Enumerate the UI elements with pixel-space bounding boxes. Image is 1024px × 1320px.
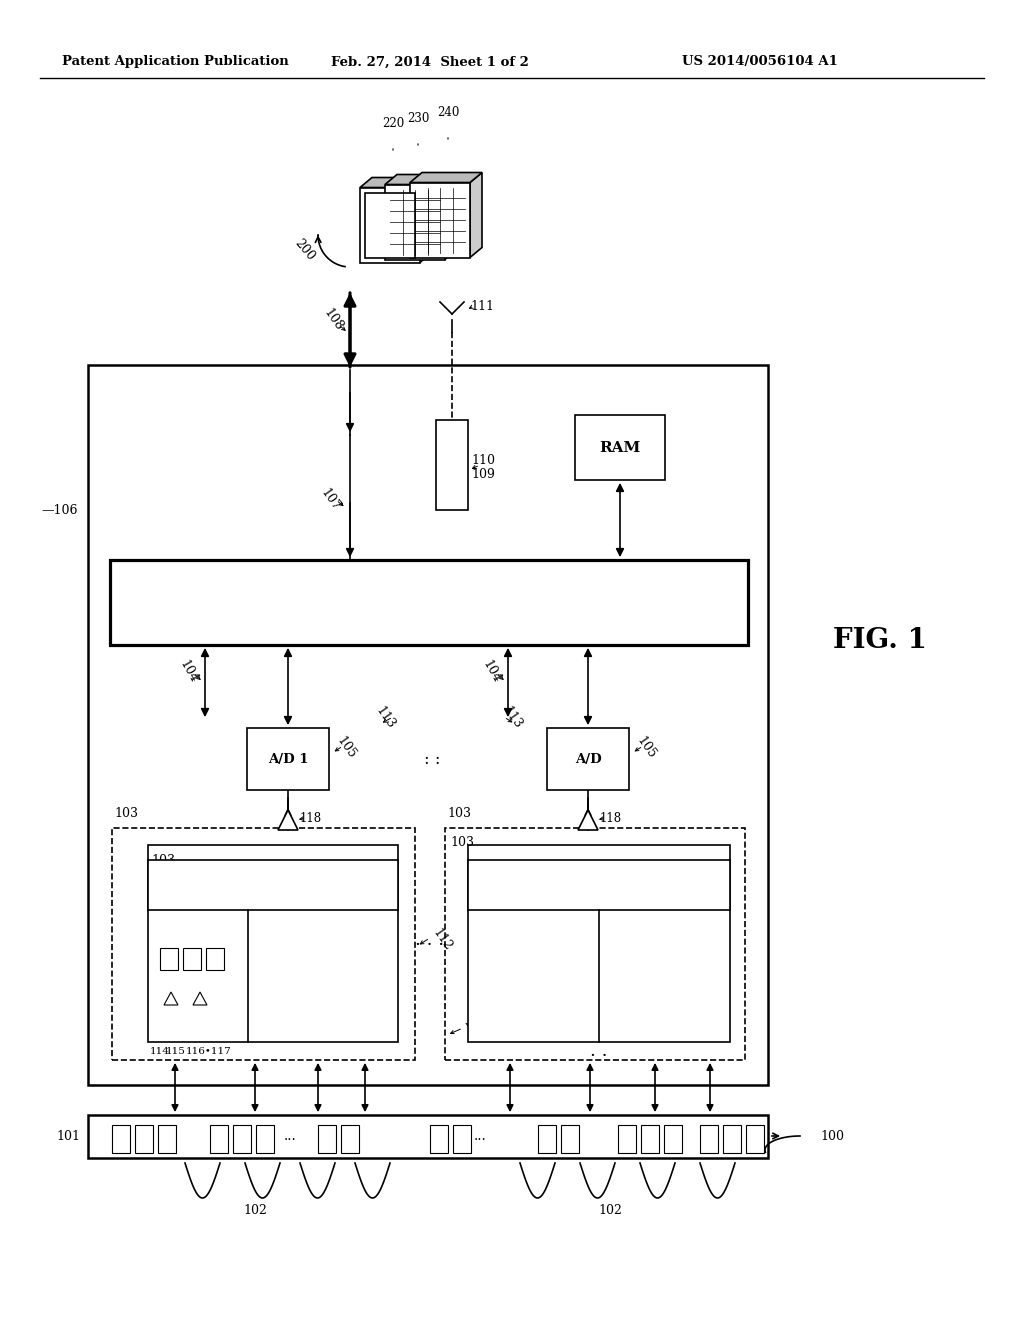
Bar <box>365 193 415 257</box>
Polygon shape <box>578 810 598 830</box>
Bar <box>160 948 178 970</box>
Text: 118: 118 <box>300 812 323 825</box>
Polygon shape <box>420 177 432 263</box>
Text: 230: 230 <box>407 112 429 125</box>
Text: . .: . . <box>590 1043 608 1060</box>
Bar <box>88 1115 768 1158</box>
Bar <box>468 845 730 1041</box>
Text: 114: 114 <box>150 1047 170 1056</box>
Text: 102: 102 <box>598 1204 622 1217</box>
Text: 240: 240 <box>437 106 459 119</box>
Bar <box>385 185 445 260</box>
Bar <box>233 1125 251 1152</box>
Text: 113: 113 <box>373 705 397 731</box>
Text: 101: 101 <box>56 1130 80 1143</box>
Text: ...: ... <box>284 1129 296 1143</box>
Text: 118: 118 <box>600 812 623 825</box>
Bar <box>538 1125 556 1152</box>
Text: 105: 105 <box>634 734 658 762</box>
Bar <box>318 1125 336 1152</box>
Bar <box>183 948 201 970</box>
Bar <box>341 1125 359 1152</box>
Text: Feb. 27, 2014  Sheet 1 of 2: Feb. 27, 2014 Sheet 1 of 2 <box>331 55 529 69</box>
Text: : :: : : <box>424 751 440 768</box>
Text: 103: 103 <box>447 807 471 820</box>
Text: 105: 105 <box>334 734 358 762</box>
Bar <box>746 1125 764 1152</box>
Text: 103: 103 <box>151 854 175 866</box>
Text: 200: 200 <box>292 236 317 263</box>
Bar <box>453 1125 471 1152</box>
Text: 102: 102 <box>243 1204 267 1217</box>
Text: 104: 104 <box>479 659 503 685</box>
Text: 113: 113 <box>500 705 524 731</box>
Text: 100: 100 <box>820 1130 844 1143</box>
Bar <box>158 1125 176 1152</box>
Polygon shape <box>360 177 432 187</box>
Text: 112: 112 <box>430 927 455 953</box>
Text: FIG. 1: FIG. 1 <box>834 627 927 653</box>
Bar <box>256 1125 274 1152</box>
Text: 111: 111 <box>470 301 494 314</box>
Text: 110: 110 <box>471 454 495 466</box>
Text: 220: 220 <box>382 117 404 129</box>
Bar <box>247 729 329 789</box>
Bar <box>148 861 398 909</box>
Bar <box>210 1125 228 1152</box>
Polygon shape <box>385 174 457 185</box>
Polygon shape <box>193 993 207 1005</box>
Text: US 2014/0056104 A1: US 2014/0056104 A1 <box>682 55 838 69</box>
Text: 107: 107 <box>317 487 342 513</box>
Bar <box>641 1125 659 1152</box>
Text: 104: 104 <box>177 659 200 685</box>
Text: 116•117: 116•117 <box>186 1047 231 1056</box>
Polygon shape <box>410 173 482 182</box>
Text: 108: 108 <box>321 306 345 334</box>
Text: Patent Application Publication: Patent Application Publication <box>61 55 289 69</box>
Bar <box>360 187 420 263</box>
Bar <box>547 729 629 789</box>
Text: A/D 1: A/D 1 <box>267 752 308 766</box>
Bar <box>575 414 665 480</box>
Bar <box>561 1125 579 1152</box>
Text: ...: ... <box>474 1129 486 1143</box>
Polygon shape <box>470 173 482 257</box>
Bar <box>700 1125 718 1152</box>
Bar <box>135 1125 153 1152</box>
Bar <box>430 1125 449 1152</box>
Text: . . .: . . . <box>416 931 444 949</box>
Polygon shape <box>278 810 298 830</box>
Bar <box>445 828 745 1060</box>
Bar <box>468 861 730 909</box>
Bar <box>436 420 468 510</box>
Bar <box>148 845 398 1041</box>
Bar <box>723 1125 741 1152</box>
Text: —106: —106 <box>42 503 78 516</box>
Text: 103: 103 <box>114 807 138 820</box>
Polygon shape <box>445 174 457 260</box>
Bar <box>112 828 415 1060</box>
Bar <box>110 560 748 645</box>
Bar <box>664 1125 682 1152</box>
Text: 115: 115 <box>166 1047 186 1056</box>
Text: 109: 109 <box>471 469 495 482</box>
Bar <box>112 1125 130 1152</box>
Text: RAM: RAM <box>599 441 641 454</box>
Bar <box>618 1125 636 1152</box>
Bar <box>206 948 224 970</box>
Text: 112: 112 <box>460 1016 484 1044</box>
Polygon shape <box>164 993 178 1005</box>
Bar <box>88 366 768 1085</box>
Text: 103: 103 <box>450 837 474 850</box>
Bar <box>410 182 470 257</box>
Text: A/D: A/D <box>574 752 601 766</box>
